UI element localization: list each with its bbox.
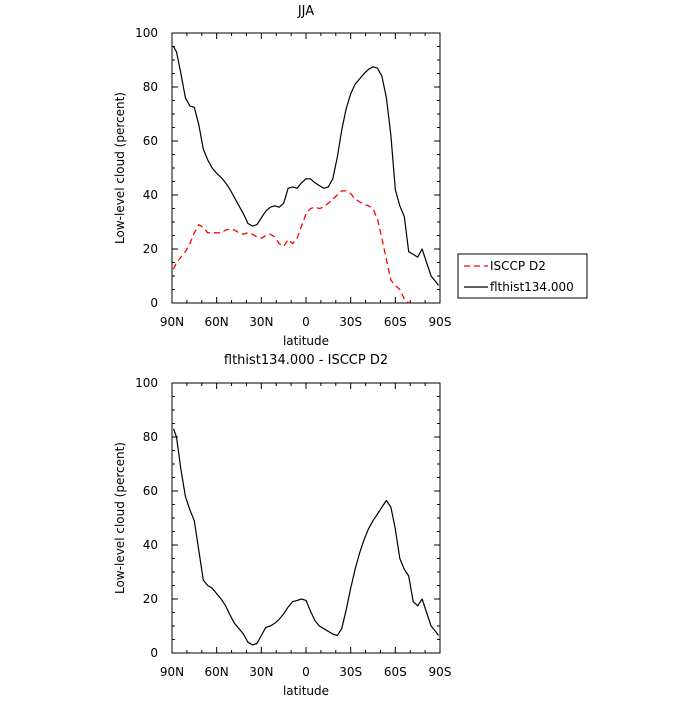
top-x-tick-label: 0: [302, 315, 310, 329]
top-y-tick-label: 40: [143, 188, 158, 202]
bottom-x-tick-label: 90N: [160, 665, 184, 679]
top-y-tick-label: 100: [135, 26, 158, 40]
top-x-tick-label: 30S: [339, 315, 362, 329]
legend-box: [457, 253, 588, 299]
panel-top-ticks: [171, 32, 441, 304]
top-y-tick-label: 20: [143, 242, 158, 256]
top-x-tick-label: 90N: [160, 315, 184, 329]
top-x-tick-label: 60S: [384, 315, 407, 329]
panel-top: JJA 90N 60N 30N 0 30S 60S 90S 0 20 40 60 80 100 lat…: [113, 4, 588, 348]
bottom-x-tick-label: 0: [302, 665, 310, 679]
panel-top-title: JJA: [297, 4, 314, 19]
panel-bottom-ticks: [171, 382, 441, 654]
panel-top-x-tick-labels: 90N 60N 30N 0 30S 60S 90S: [160, 315, 452, 329]
panel-bottom-title: flthist134.000 - ISCCP D2: [224, 353, 388, 368]
panel-top-y-axis-label: Low-level cloud (percent): [113, 92, 127, 244]
panel-top-x-axis-label: latitude: [283, 334, 329, 348]
panel-bottom-frame: [171, 382, 441, 654]
panel-bottom-x-axis-label: latitude: [283, 684, 329, 698]
top-x-tick-label: 30N: [249, 315, 273, 329]
top-y-tick-label: 80: [143, 80, 158, 94]
panel-bottom-y-tick-labels: 0 20 40 60 80 100: [135, 376, 158, 660]
bottom-x-tick-label: 30N: [249, 665, 273, 679]
bottom-y-tick-label: 20: [143, 592, 158, 606]
top-series-line-0: [172, 190, 410, 304]
panel-bottom-series: [172, 428, 439, 646]
panel-bottom-y-axis-label: Low-level cloud (percent): [113, 442, 127, 594]
top-y-tick-label: 60: [143, 134, 158, 148]
bottom-series-line-0: [172, 428, 439, 646]
bottom-x-tick-label: 90S: [429, 665, 452, 679]
legend-label-flthist: flthist134.000: [490, 280, 574, 294]
bottom-y-tick-label: 0: [150, 646, 158, 660]
panel-top-y-tick-labels: 0 20 40 60 80 100: [135, 26, 158, 310]
top-x-tick-label: 90S: [429, 315, 452, 329]
bottom-y-tick-label: 100: [135, 376, 158, 390]
panel-bottom-x-tick-labels: 90N 60N 30N 0 30S 60S 90S: [160, 665, 452, 679]
bottom-y-tick-label: 80: [143, 430, 158, 444]
top-series-line-1: [172, 46, 439, 286]
panel-bottom: flthist134.000 - ISCCP D2 90N 60N 30N 0 30S 6…: [113, 353, 451, 698]
panel-top-series: [172, 46, 439, 304]
bottom-x-tick-label: 30S: [339, 665, 362, 679]
legend: ISCCP D2 flthist134.000: [457, 253, 588, 299]
bottom-y-tick-label: 60: [143, 484, 158, 498]
bottom-y-tick-label: 40: [143, 538, 158, 552]
top-x-tick-label: 60N: [205, 315, 229, 329]
bottom-x-tick-label: 60S: [384, 665, 407, 679]
legend-label-isccp: ISCCP D2: [490, 259, 546, 273]
bottom-x-tick-label: 60N: [205, 665, 229, 679]
top-y-tick-label: 0: [150, 296, 158, 310]
